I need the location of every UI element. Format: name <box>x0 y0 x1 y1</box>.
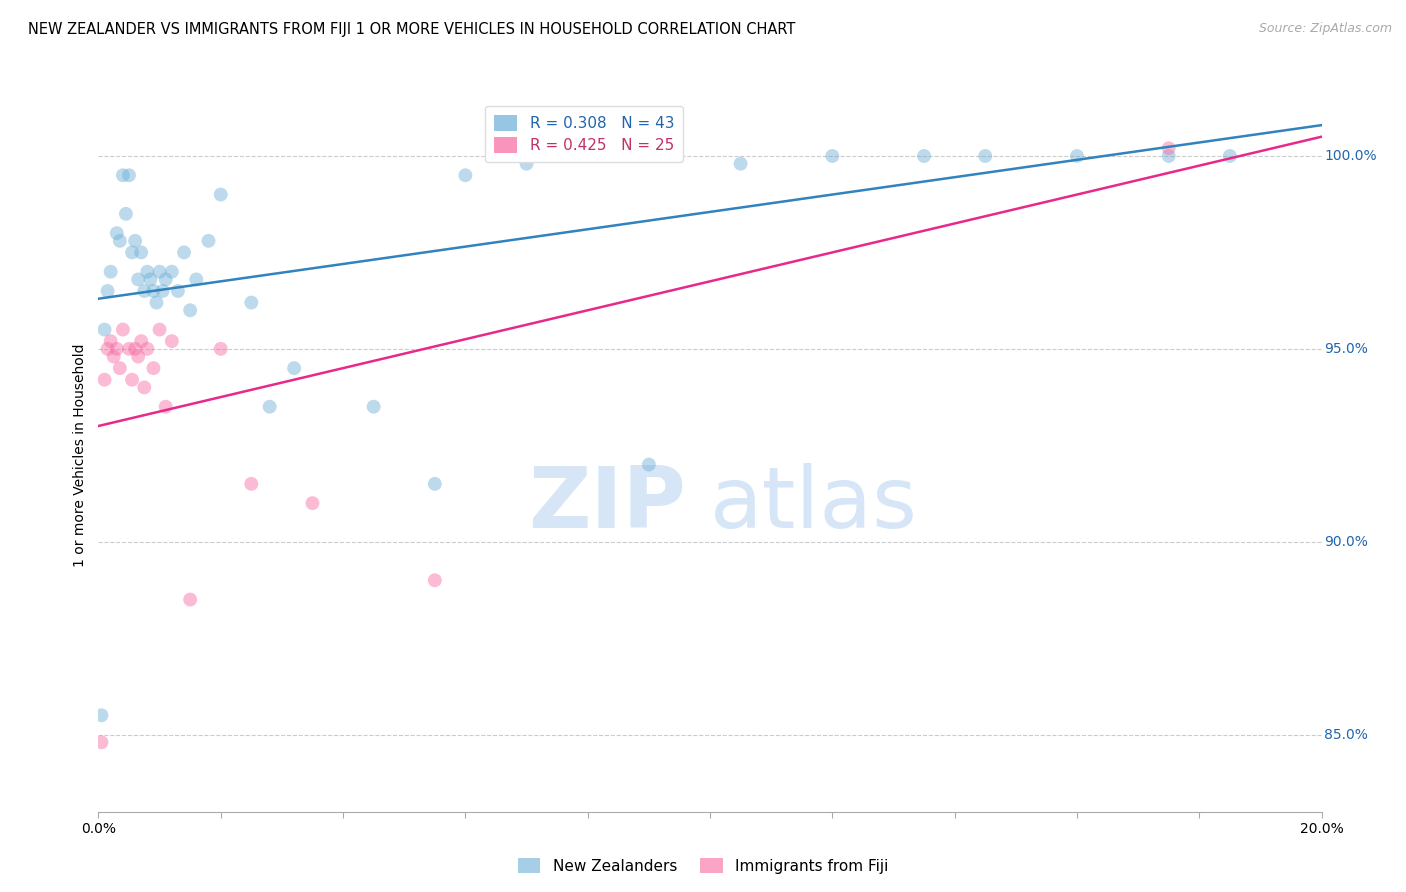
Point <box>301 496 323 510</box>
Point <box>100 334 122 348</box>
Point <box>97 342 120 356</box>
Point <box>209 187 232 202</box>
Point <box>240 295 263 310</box>
Point <box>139 272 162 286</box>
Point <box>167 284 190 298</box>
Point <box>423 574 446 588</box>
Point <box>105 226 128 240</box>
Point <box>1066 149 1088 163</box>
Point <box>1157 149 1180 163</box>
Point <box>136 342 159 356</box>
Legend: New Zealanders, Immigrants from Fiji: New Zealanders, Immigrants from Fiji <box>512 852 894 880</box>
Point <box>127 350 149 364</box>
Point <box>155 272 177 286</box>
Point <box>516 157 538 171</box>
Point <box>155 400 177 414</box>
Point <box>145 295 167 310</box>
Point <box>105 342 128 356</box>
Point <box>108 234 131 248</box>
Point <box>173 245 195 260</box>
Text: Source: ZipAtlas.com: Source: ZipAtlas.com <box>1258 22 1392 36</box>
Text: NEW ZEALANDER VS IMMIGRANTS FROM FIJI 1 OR MORE VEHICLES IN HOUSEHOLD CORRELATIO: NEW ZEALANDER VS IMMIGRANTS FROM FIJI 1 … <box>28 22 796 37</box>
Point <box>124 234 146 248</box>
Point <box>283 361 305 376</box>
Text: atlas: atlas <box>710 463 918 547</box>
Point <box>100 265 122 279</box>
Point <box>108 361 131 376</box>
Point <box>821 149 844 163</box>
Point <box>179 303 201 318</box>
Point <box>127 272 149 286</box>
Point <box>142 284 165 298</box>
Point <box>197 234 219 248</box>
Point <box>363 400 385 414</box>
Text: 85.0%: 85.0% <box>1324 728 1368 741</box>
Point <box>179 592 201 607</box>
Point <box>149 322 172 336</box>
Point <box>259 400 281 414</box>
Point <box>90 735 112 749</box>
Point <box>118 342 141 356</box>
Point <box>186 272 208 286</box>
Point <box>111 322 134 336</box>
Text: 95.0%: 95.0% <box>1324 342 1368 356</box>
Point <box>115 207 138 221</box>
Point <box>423 476 446 491</box>
Point <box>136 265 159 279</box>
Point <box>121 245 143 260</box>
Text: ZIP: ZIP <box>527 463 686 547</box>
Point <box>730 157 752 171</box>
Point <box>134 380 156 394</box>
Point <box>142 361 165 376</box>
Point <box>160 334 183 348</box>
Text: 100.0%: 100.0% <box>1324 149 1376 163</box>
Point <box>912 149 935 163</box>
Point <box>974 149 997 163</box>
Point <box>152 284 174 298</box>
Point <box>160 265 183 279</box>
Point <box>90 708 112 723</box>
Point <box>93 322 115 336</box>
Point <box>637 458 661 472</box>
Point <box>240 476 263 491</box>
Point <box>93 373 115 387</box>
Legend: R = 0.308   N = 43, R = 0.425   N = 25: R = 0.308 N = 43, R = 0.425 N = 25 <box>485 106 683 162</box>
Point <box>149 265 172 279</box>
Point <box>209 342 232 356</box>
Point <box>129 334 152 348</box>
Y-axis label: 1 or more Vehicles in Household: 1 or more Vehicles in Household <box>73 343 87 566</box>
Point <box>124 342 146 356</box>
Text: 90.0%: 90.0% <box>1324 534 1368 549</box>
Point <box>111 168 134 182</box>
Point <box>454 168 477 182</box>
Point <box>103 350 125 364</box>
Point <box>118 168 141 182</box>
Point <box>129 245 152 260</box>
Point <box>134 284 156 298</box>
Point <box>121 373 143 387</box>
Point <box>1157 141 1180 155</box>
Point <box>97 284 120 298</box>
Point <box>1219 149 1241 163</box>
